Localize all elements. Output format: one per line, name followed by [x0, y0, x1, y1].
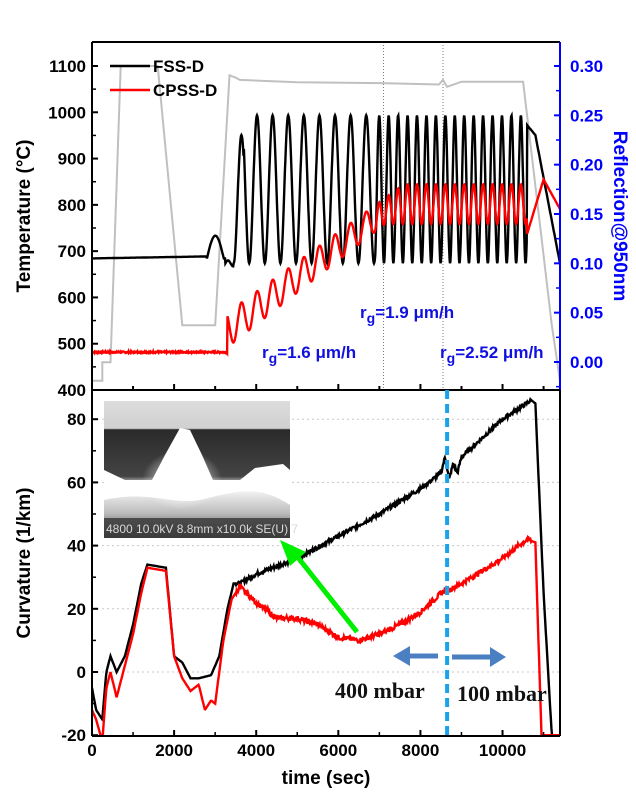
- series-cpss-d-reflection: [92, 176, 560, 358]
- temperature-tick-label: 400: [58, 381, 86, 400]
- sem-caption-bar: [104, 518, 290, 538]
- temperature-tick-label: 1100: [49, 57, 86, 76]
- sem-caption: 4800 10.0kV 8.8mm x10.0k SE(U) 7: [106, 522, 298, 536]
- bottom-gridlines: [92, 418, 560, 673]
- y-axis-title-reflection: Reflection@950nm: [609, 131, 630, 302]
- temperature-tick-label: 600: [58, 288, 86, 307]
- temperature-tick-label: 700: [58, 242, 86, 261]
- curvature-tick-label: 80: [67, 410, 86, 429]
- reflection-tick-label: 0.30: [570, 57, 603, 76]
- time-tick-label: 6000: [319, 741, 357, 760]
- annotation-rg-1-9: rg=1.9 μm/h: [360, 303, 454, 326]
- reflection-tick-label: 0.20: [570, 156, 603, 175]
- svg-text:rg=1.6 μm/h: rg=1.6 μm/h: [262, 343, 356, 366]
- reflection-tick-label: 0.15: [570, 205, 603, 224]
- curvature-tick-label: 20: [67, 600, 86, 619]
- green-arrow-head: [280, 540, 306, 566]
- reflection-tick-label: 0.05: [570, 304, 603, 323]
- svg-text:rg=1.9 μm/h: rg=1.9 μm/h: [360, 303, 454, 326]
- legend: FSS-D CPSS-D: [110, 57, 217, 100]
- series-fss-d-reflection: [92, 111, 560, 268]
- temperature-tick-label: 800: [58, 196, 86, 215]
- series-temperature-line: [92, 65, 560, 382]
- x-axis-title: time (sec): [282, 768, 371, 789]
- sem-glow: [142, 450, 222, 510]
- annotation-rg-main: r: [360, 303, 367, 322]
- annotation-rg-value: =2.52 μm/h: [455, 343, 543, 362]
- annotation-rg-sub: g: [269, 350, 278, 366]
- time-tick-label: 4000: [237, 741, 275, 760]
- legend-label-cpss-d: CPSS-D: [153, 81, 217, 100]
- reflection-tick-label: 0.00: [570, 353, 603, 372]
- reflection-tick-label: 0.10: [570, 254, 603, 273]
- green-arrow-shaft: [294, 553, 359, 634]
- curvature-tick-label: 60: [67, 473, 86, 492]
- y-axis-title-curvature: Curvature (1/km): [14, 488, 35, 639]
- top-plot-area: [92, 65, 560, 382]
- annotation-rg-sub: g: [367, 310, 376, 326]
- annotation-rg-main: r: [440, 343, 447, 362]
- annotation-100-mbar: 100 mbar: [457, 681, 547, 706]
- annotation-rg-1-6: rg=1.6 μm/h: [262, 343, 356, 366]
- temperature-tick-label: 900: [58, 150, 86, 169]
- annotation-400-mbar: 400 mbar: [335, 678, 425, 703]
- curvature-tick-label: 40: [67, 537, 86, 556]
- curvature-tick-label: 0: [77, 663, 86, 682]
- series-cpss-d-curvature: [92, 534, 560, 736]
- annotation-rg-value: =1.9 μm/h: [375, 303, 454, 322]
- sem-inset-image: 4800 10.0kV 8.8mm x10.0k SE(U) 7: [104, 401, 298, 538]
- bottom-plot-area: [92, 396, 560, 736]
- pressure-arrow-right-head: [490, 647, 506, 667]
- time-tick-label: 8000: [402, 741, 440, 760]
- time-tick-label: 2000: [155, 741, 193, 760]
- time-tick-label: 10000: [479, 741, 526, 760]
- top-axes: 400 500 600 700 800 900 1000 1100 0.00 0.05 0.10 0.…: [48, 41, 603, 400]
- annotation-rg-value: =1.6 μm/h: [277, 343, 356, 362]
- pressure-arrow-left-head: [393, 646, 410, 666]
- legend-label-fss-d: FSS-D: [153, 57, 204, 76]
- temperature-tick-label: 1000: [48, 103, 86, 122]
- time-tick-label: 0: [87, 741, 96, 760]
- curvature-tick-label: -20: [61, 726, 86, 745]
- annotation-rg-main: r: [262, 343, 269, 362]
- annotation-rg-sub: g: [447, 350, 456, 366]
- svg-text:rg=2.52 μm/h: rg=2.52 μm/h: [440, 343, 544, 366]
- annotation-rg-2-52: rg=2.52 μm/h: [440, 343, 544, 366]
- y-axis-title-temperature: Temperature (°C): [14, 140, 35, 293]
- bottom-annotations: [280, 390, 506, 736]
- reflection-tick-label: 0.25: [570, 106, 603, 125]
- temperature-tick-label: 500: [58, 335, 86, 354]
